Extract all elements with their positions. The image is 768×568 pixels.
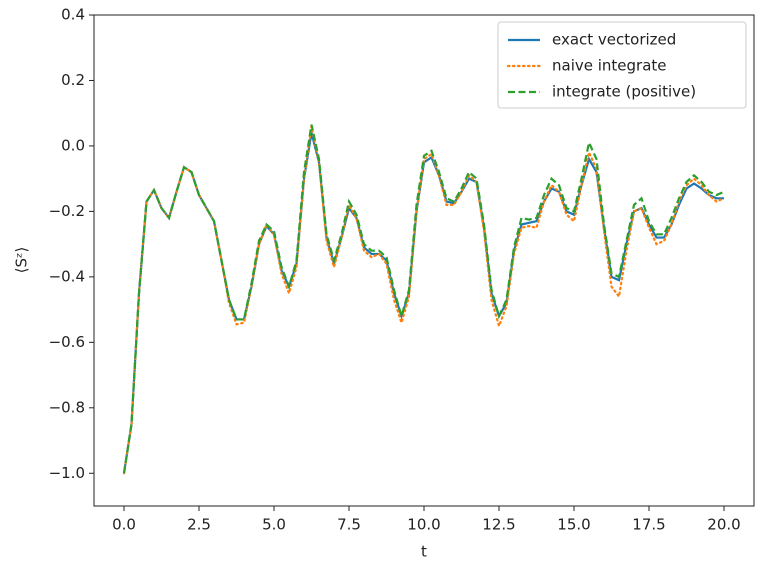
- x-tick-label: 10.0: [407, 516, 440, 534]
- y-tick-label: −0.6: [49, 333, 85, 351]
- y-tick-label: 0.0: [61, 136, 85, 154]
- series-line: [122, 126, 726, 475]
- x-tick-label: 7.5: [337, 516, 361, 534]
- axes-frame: [93, 14, 755, 507]
- x-tick-label: 15.0: [557, 516, 590, 534]
- series-line: [122, 124, 725, 474]
- y-tick-label: 0.4: [61, 6, 85, 24]
- legend-box: [497, 21, 747, 109]
- y-tick-label: −0.2: [49, 202, 85, 220]
- series-line: [122, 132, 724, 474]
- y-tick-label: −0.4: [49, 267, 85, 285]
- x-tick-label: 12.5: [482, 516, 515, 534]
- x-axis-label: t: [421, 543, 427, 561]
- legend-label: exact vectorized: [552, 31, 676, 49]
- x-tick-label: 17.5: [632, 516, 665, 534]
- y-tick-label: 0.2: [61, 71, 85, 89]
- legend-label: naive integrate: [552, 57, 667, 75]
- y-tick-label: −1.0: [49, 464, 85, 482]
- x-tick-label: 20.0: [707, 516, 740, 534]
- x-tick-label: 0.0: [112, 516, 136, 534]
- x-tick-label: 2.5: [187, 516, 211, 534]
- legend-label: integrate (positive): [552, 83, 696, 101]
- y-tick-label: −0.8: [49, 398, 85, 416]
- y-axis-label: ⟨Sᶻ⟩: [13, 247, 31, 274]
- x-tick-label: 5.0: [262, 516, 286, 534]
